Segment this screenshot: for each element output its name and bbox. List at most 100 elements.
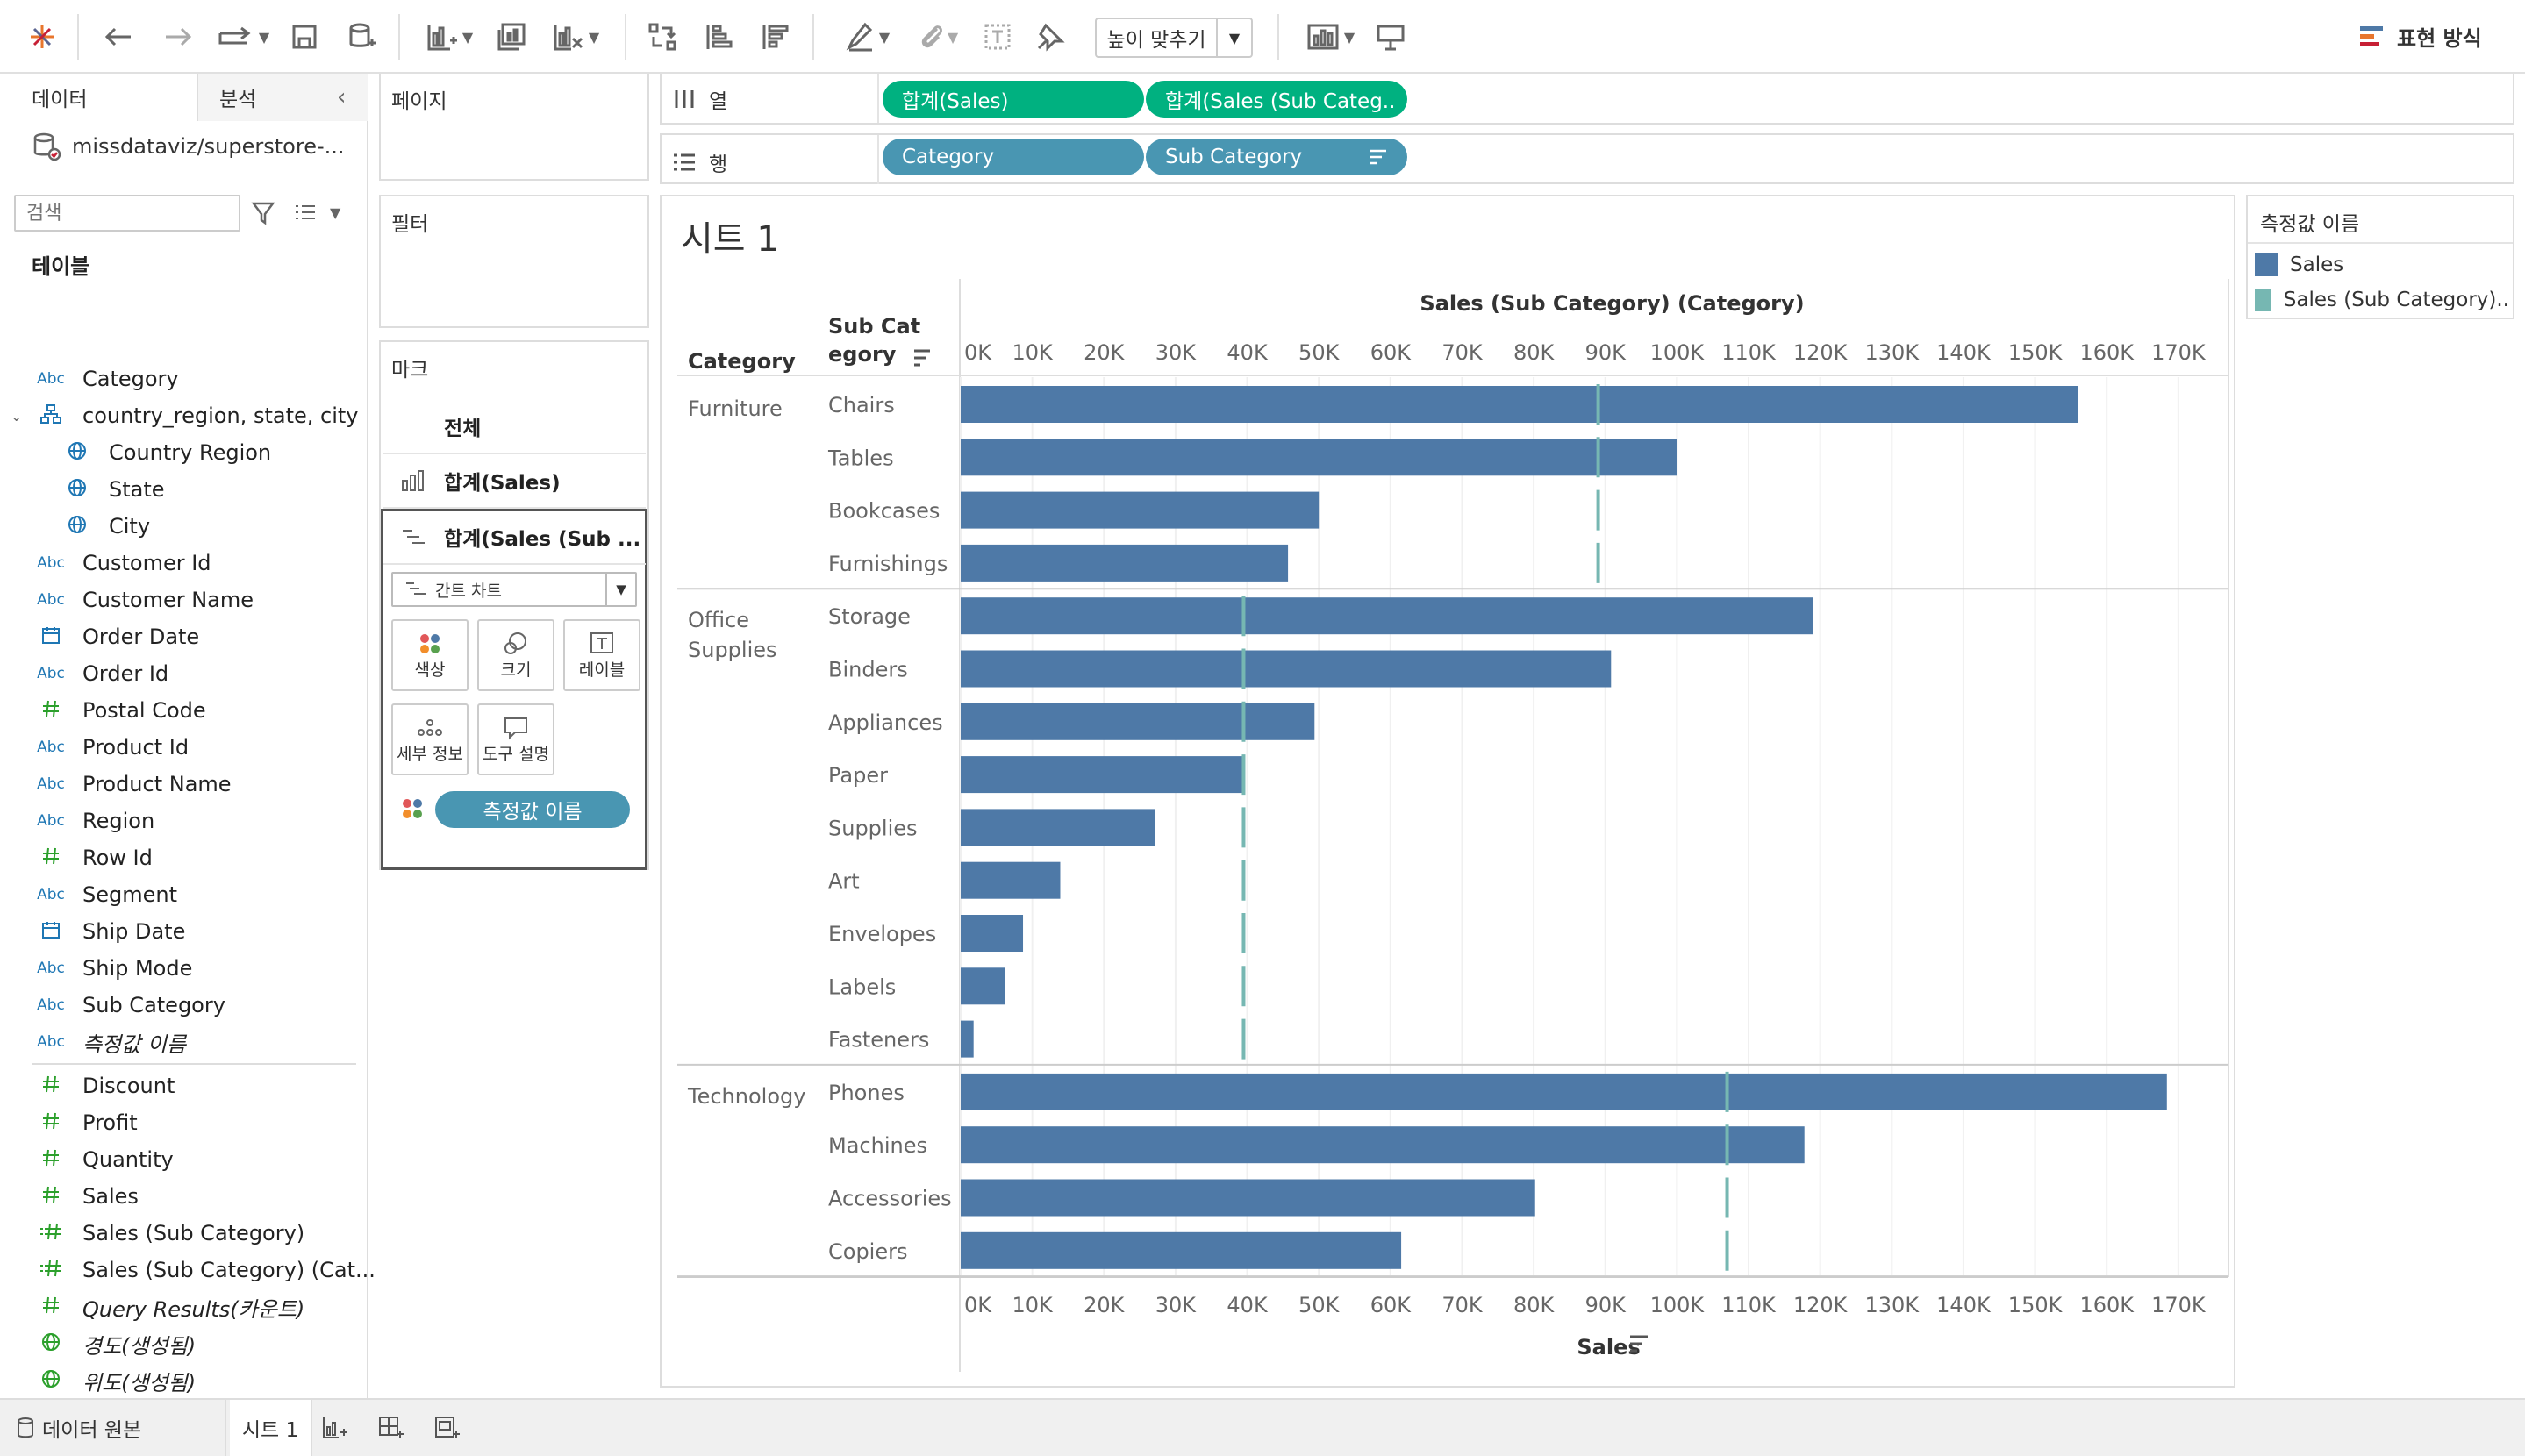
subcategory-label: Accessories [828,1187,952,1211]
sales-bar[interactable] [961,967,1005,1005]
legend-label: Sales (Sub Category).. [2283,289,2509,311]
field-label: Sub Category [82,993,225,1017]
sales-bar[interactable] [961,1179,1535,1217]
swap-rows-columns-icon[interactable] [642,16,683,58]
category-label: Technology [687,1084,805,1109]
show-me-button[interactable]: 표현 방식 [2358,21,2482,52]
database-icon [18,1417,33,1438]
sales-bar[interactable] [961,597,1813,635]
sales-bar[interactable] [961,1020,974,1058]
sales-bar[interactable] [961,861,1061,899]
field-label: Query Results(카운트) [82,1296,305,1322]
sales-bar[interactable] [961,1073,2167,1110]
sales-bar[interactable] [961,756,1244,794]
tab-data-label: 데이터 [32,89,88,111]
sales-bar[interactable] [961,1231,1402,1269]
subcategory-label: Appliances [828,710,943,735]
string-type-icon: Abc [37,739,65,756]
fit-dropdown[interactable]: 높이 맞추기 ▼ [1095,18,1253,58]
pages-title: 페이지 [391,90,447,113]
sheet-title: 시트 1 [681,219,779,260]
bottom-tick-label: 0K [964,1293,992,1317]
fix-axes-pin-icon[interactable] [1030,16,1070,58]
collapse-pane-icon[interactable]: ‹ [337,84,347,111]
sales-bar[interactable] [961,650,1612,688]
highlight-icon[interactable]: ▼ [835,16,900,58]
marks-all-row[interactable]: 전체 [383,400,646,454]
top-tick-label: 0K [964,340,992,365]
marks-sales-sub-row[interactable]: 합계(Sales (Sub ... [383,510,646,565]
label-button[interactable]: 레이블 [563,619,640,691]
sales-bar[interactable] [961,1126,1805,1164]
clear-sheet-icon[interactable]: ▼ [542,16,609,58]
datasource-tab[interactable]: 데이터 원본 [0,1400,226,1456]
sales-bar[interactable] [961,544,1289,582]
presentation-mode-icon[interactable] [1370,16,1411,58]
show-mark-labels-icon[interactable] [977,16,1018,58]
sort-descending-icon[interactable] [755,16,795,58]
detail-button[interactable]: 세부 정보 [391,703,469,775]
replay-icon[interactable]: ▼ [211,16,275,58]
tableau-logo-icon[interactable] [25,16,60,58]
size-button[interactable]: 크기 [477,619,554,691]
color-button[interactable]: 색상 [391,619,469,691]
duplicate-sheet-icon[interactable] [491,16,532,58]
pages-shelf[interactable]: 페이지 [379,74,649,181]
marks-all-label: 전체 [444,418,482,440]
field-label: Ship Mode [82,956,193,981]
search-field[interactable] [14,195,267,232]
row-pill-category[interactable]: Category [883,139,1144,175]
new-worksheet-tab-icon[interactable] [321,1400,356,1456]
subcategory-label: Supplies [828,816,918,840]
sales-bar[interactable] [961,491,1320,529]
row-pill-subcategory[interactable]: Sub Category [1146,139,1407,175]
gantt-bar-chart[interactable]: 시트 1 Category Sub Cat egory Sales (Sub Categ… [662,196,2237,1389]
top-axis-title: Sales (Sub Category) (Category) [1420,291,1804,316]
column-pill-sales[interactable]: 합계(Sales) [883,81,1144,118]
tab-analysis[interactable]: 분석 [198,74,368,121]
legend-item[interactable]: Sales (Sub Category).. [2255,284,2509,316]
redo-icon[interactable] [158,16,198,58]
sales-bar[interactable] [961,809,1155,846]
measure-names-pill[interactable]: 측정값 이름 [435,791,630,828]
marks-sales-label: 합계(Sales) [444,472,561,495]
top-tick-label: 70K [1441,340,1484,365]
detail-label: 세부 정보 [397,744,463,764]
sales-bar[interactable] [961,703,1315,740]
sales-bar[interactable] [961,439,1677,476]
filter-icon[interactable] [251,200,275,232]
save-icon[interactable] [284,16,325,58]
datasource-icon [33,132,61,161]
sales-bar[interactable] [961,386,2078,423]
subcategory-label: Fasteners [828,1028,929,1053]
new-story-tab-icon[interactable] [433,1400,469,1456]
expand-chevron-icon[interactable]: ⌄ [11,407,23,425]
show-cards-icon[interactable]: ▼ [1297,16,1363,58]
datasource-item[interactable]: missdataviz/superstore-... [32,132,345,161]
sales-bar[interactable] [961,915,1024,952]
show-me-label: 표현 방식 [2397,26,2482,51]
legend-item[interactable]: Sales [2255,249,2509,281]
rows-icon [674,153,695,171]
legend-swatch [2255,289,2271,311]
geo-measure-icon [33,1331,68,1357]
columns-label: 열 [709,90,728,113]
column-pill-sales-sub[interactable]: 합계(Sales (Sub Categ.. [1146,81,1407,118]
undo-icon[interactable] [98,16,139,58]
bottom-tick-label: 10K [1012,1293,1054,1317]
new-worksheet-icon[interactable]: ▼ [416,16,483,58]
mark-type-dropdown[interactable]: 간트 차트 ▼ [391,572,637,607]
field-label: Customer Name [82,588,254,612]
new-dashboard-tab-icon[interactable] [377,1400,412,1456]
sort-ascending-icon[interactable] [698,16,739,58]
filters-shelf[interactable]: 필터 [379,195,649,328]
new-datasource-icon[interactable] [342,16,383,58]
tooltip-button[interactable]: 도구 설명 [477,703,554,775]
sheet-tab[interactable]: 시트 1 [230,1400,312,1456]
string-type-icon: Abc [37,554,65,572]
search-input[interactable] [26,202,267,225]
tab-data[interactable]: 데이터 [0,74,198,121]
marks-sales-row[interactable]: 합계(Sales) [383,454,646,509]
group-members-icon[interactable]: ▼ [907,16,969,58]
view-options-icon[interactable]: ▼ [293,202,340,223]
